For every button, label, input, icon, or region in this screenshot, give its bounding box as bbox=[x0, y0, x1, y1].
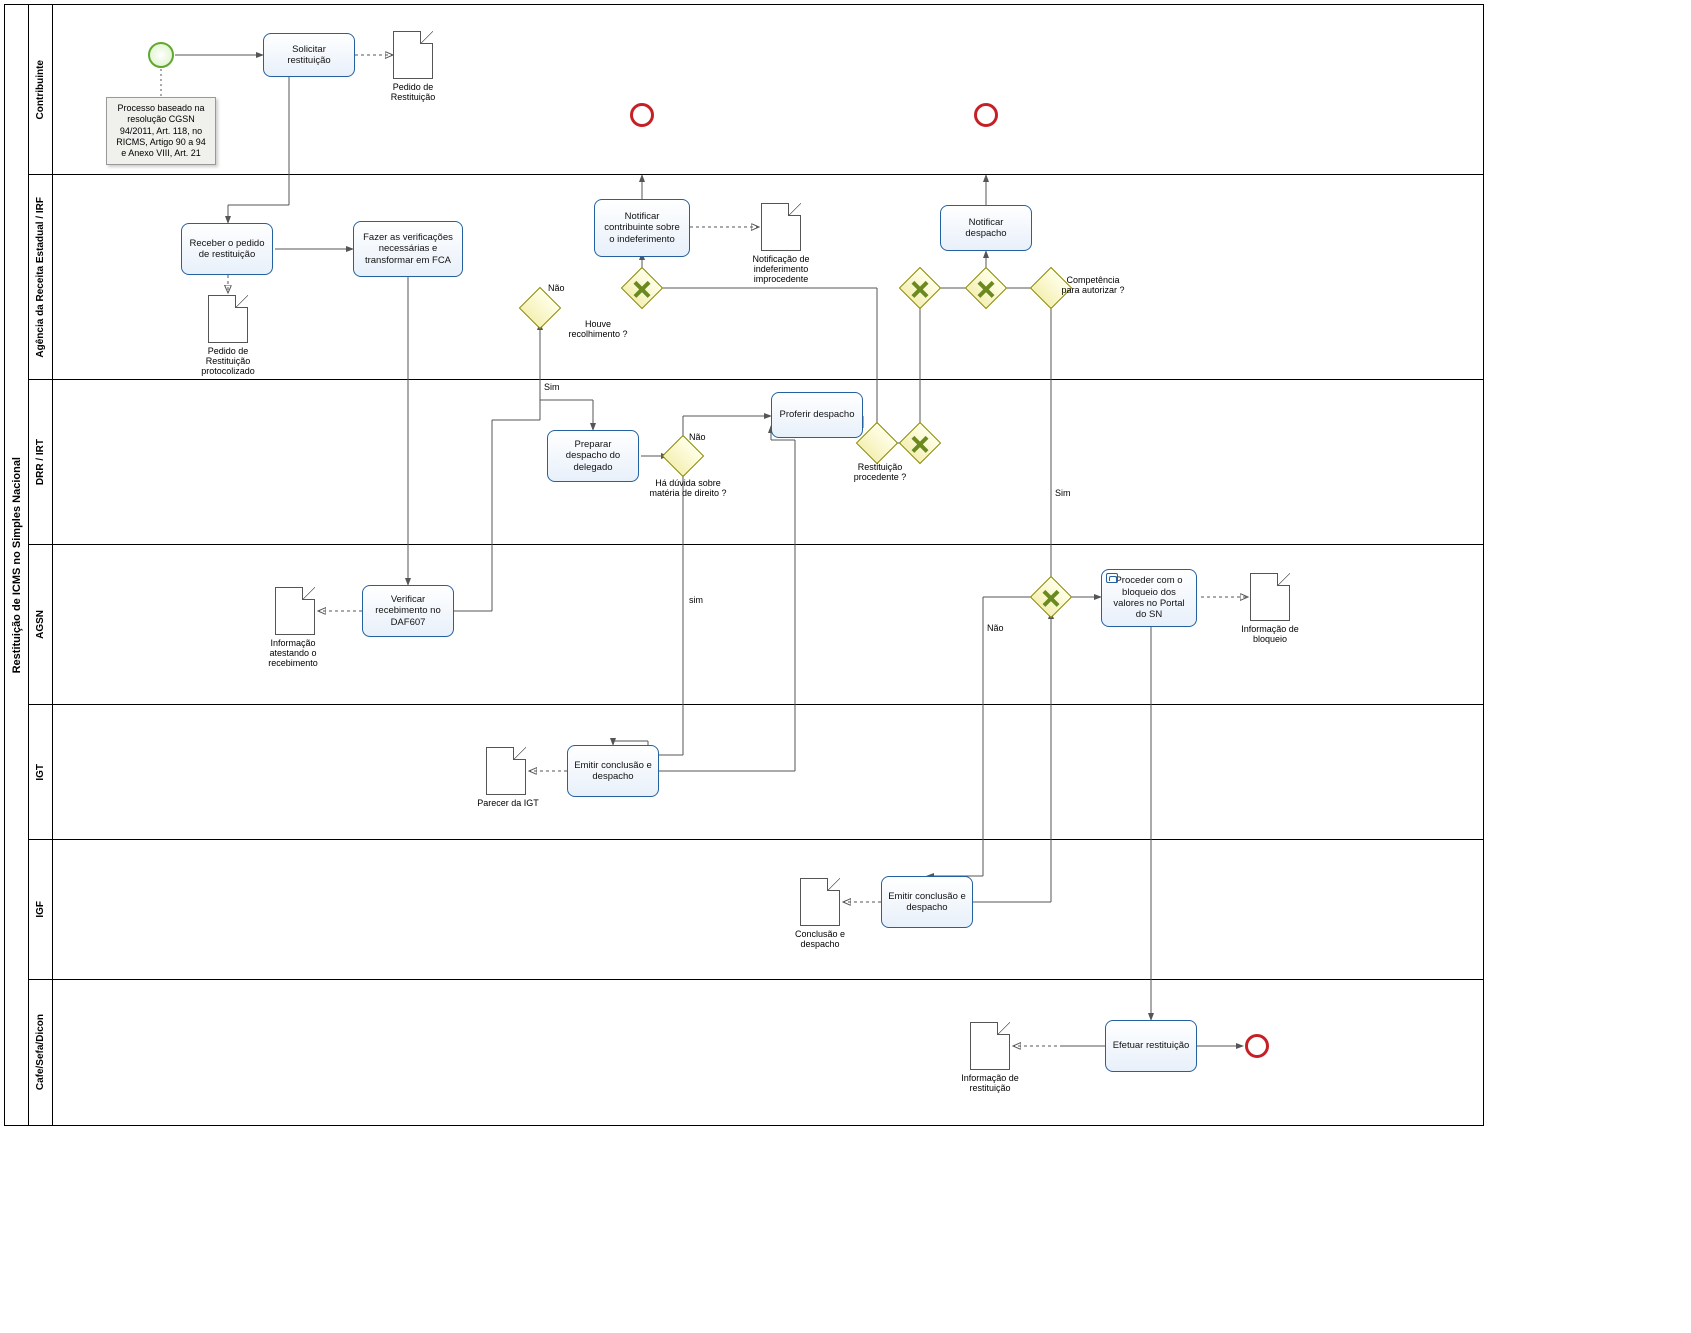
flows-svg bbox=[53, 380, 1485, 545]
task-emitir-igf: Emitir conclusão e despacho bbox=[881, 876, 973, 928]
lane-label: IGF bbox=[35, 901, 46, 918]
lane-body: Solicitar restituição Pedido de Restitui… bbox=[53, 5, 1483, 174]
task-emitir-igt: Emitir conclusão e despacho bbox=[567, 745, 659, 797]
task-label: Notificar despacho bbox=[947, 217, 1025, 240]
end-event-icon bbox=[974, 103, 998, 127]
lane-body: Verificar recebimento no DAF607 Informaç… bbox=[53, 545, 1483, 704]
task-efetuar: Efetuar restituição bbox=[1105, 1020, 1197, 1072]
gateway-parallel-icon bbox=[899, 422, 941, 464]
lane-drr: DRR / IRT bbox=[29, 380, 1483, 545]
end-event-icon bbox=[630, 103, 654, 127]
lanes: Contribuinte bbox=[29, 5, 1483, 1125]
text-annotation: Processo baseado na resolução CGSN 94/20… bbox=[106, 97, 216, 165]
document-label: Informação de bloqueio bbox=[1230, 625, 1310, 645]
lane-igf: IGF Emitir conclusão e despacho Conclusã bbox=[29, 840, 1483, 980]
task-verificacoes: Fazer as verificações necessárias e tran… bbox=[353, 221, 463, 277]
document-label: Notificação de indeferimento improcedent… bbox=[741, 255, 821, 285]
lane-label: Contribuinte bbox=[35, 60, 46, 119]
task-type-icon bbox=[1106, 573, 1118, 583]
edge-label: sim bbox=[689, 595, 703, 605]
document-label: Informação atestando o recebimento bbox=[253, 639, 333, 669]
task-label: Fazer as verificações necessárias e tran… bbox=[360, 232, 456, 266]
gateway-parallel-icon bbox=[621, 267, 663, 309]
task-label: Emitir conclusão e despacho bbox=[574, 760, 652, 783]
lane-label: Cafe/Sefa/Dicon bbox=[35, 1014, 46, 1090]
lane-title: IGF bbox=[29, 840, 53, 979]
lane-title: Contribuinte bbox=[29, 5, 53, 174]
edge-label: Houve recolhimento ? bbox=[563, 319, 633, 340]
task-proceder-bloqueio: Proceder com o bloqueio dos valores no P… bbox=[1101, 569, 1197, 627]
document-label: Pedido de Restituição protocolizado bbox=[188, 347, 268, 377]
task-label: Receber o pedido de restituição bbox=[188, 238, 266, 261]
lane-label: DRR / IRT bbox=[35, 439, 46, 485]
task-notificar-despacho: Notificar despacho bbox=[940, 205, 1032, 251]
lane-title: AGSN bbox=[29, 545, 53, 704]
lane-body: Emitir conclusão e despacho Conclusão e … bbox=[53, 840, 1483, 979]
document-icon bbox=[1250, 573, 1290, 621]
gateway-parallel-icon bbox=[899, 267, 941, 309]
task-label: Notificar contribuinte sobre o indeferim… bbox=[601, 211, 683, 245]
task-notificar-indef: Notificar contribuinte sobre o indeferim… bbox=[594, 199, 690, 257]
document-icon bbox=[486, 747, 526, 795]
edge-label: Não bbox=[689, 432, 706, 442]
lane-title: IGT bbox=[29, 705, 53, 839]
flows-svg bbox=[53, 705, 1485, 840]
pool: Restituição de ICMS no Simples Nacional … bbox=[4, 4, 1484, 1126]
edge-label: Competência para autorizar ? bbox=[1058, 275, 1128, 296]
end-event-icon bbox=[1245, 1034, 1269, 1058]
edge-label: Sim bbox=[1055, 488, 1071, 498]
flows-svg bbox=[53, 840, 1485, 980]
document-label: Informação de restituição bbox=[950, 1074, 1030, 1094]
edge-label: Restituição procedente ? bbox=[845, 462, 915, 483]
gateway-parallel-icon bbox=[965, 267, 1007, 309]
task-label: Proferir despacho bbox=[780, 409, 855, 420]
task-label: Proceder com o bloqueio dos valores no P… bbox=[1108, 575, 1190, 621]
lane-cafe: Cafe/Sefa/Dicon Efetuar restituição Info… bbox=[29, 980, 1483, 1125]
lane-agencia: Agência da Receita Estadual / IRF bbox=[29, 175, 1483, 380]
annotation-text: Processo baseado na resolução CGSN 94/20… bbox=[116, 103, 206, 158]
task-label: Solicitar restituição bbox=[270, 44, 348, 67]
task-receber: Receber o pedido de restituição bbox=[181, 223, 273, 275]
document-label: Conclusão e despacho bbox=[780, 930, 860, 950]
document-icon bbox=[761, 203, 801, 251]
task-proferir: Proferir despacho bbox=[771, 392, 863, 438]
document-icon bbox=[208, 295, 248, 343]
task-preparar: Preparar despacho do delegado bbox=[547, 430, 639, 482]
lane-title: Cafe/Sefa/Dicon bbox=[29, 980, 53, 1125]
gateway-parallel-icon bbox=[1030, 576, 1072, 618]
lane-label: Agência da Receita Estadual / IRF bbox=[35, 197, 46, 358]
lane-body: Sim Preparar despacho do delegado Não Há… bbox=[53, 380, 1483, 544]
lane-label: AGSN bbox=[35, 610, 46, 639]
lane-agsn: AGSN bbox=[29, 545, 1483, 705]
task-label: Emitir conclusão e despacho bbox=[888, 891, 966, 914]
edge-label: Há dúvida sobre matéria de direito ? bbox=[647, 478, 729, 499]
lane-title: DRR / IRT bbox=[29, 380, 53, 544]
document-label: Pedido de Restituição bbox=[373, 83, 453, 103]
edge-label: Não bbox=[548, 283, 565, 293]
flows-svg bbox=[53, 980, 1485, 1125]
document-icon bbox=[800, 878, 840, 926]
edge-label: Sim bbox=[544, 382, 560, 392]
lane-label: IGT bbox=[35, 764, 46, 781]
document-icon bbox=[275, 587, 315, 635]
lane-body: Emitir conclusão e despacho Parecer da I… bbox=[53, 705, 1483, 839]
task-label: Preparar despacho do delegado bbox=[554, 439, 632, 473]
lane-igt: IGT Emitir co bbox=[29, 705, 1483, 840]
pool-title-label: Restituição de ICMS no Simples Nacional bbox=[11, 457, 23, 673]
edge-label: Não bbox=[987, 623, 1004, 633]
lane-body: Receber o pedido de restituição Fazer as… bbox=[53, 175, 1483, 379]
task-label: Efetuar restituição bbox=[1113, 1040, 1190, 1051]
document-label: Parecer da IGT bbox=[468, 799, 548, 809]
task-solicitar: Solicitar restituição bbox=[263, 33, 355, 77]
task-verificar-recebimento: Verificar recebimento no DAF607 bbox=[362, 585, 454, 637]
pool-title: Restituição de ICMS no Simples Nacional bbox=[5, 5, 29, 1125]
lane-title: Agência da Receita Estadual / IRF bbox=[29, 175, 53, 379]
task-label: Verificar recebimento no DAF607 bbox=[369, 594, 447, 628]
flows-svg bbox=[53, 5, 1485, 175]
document-icon bbox=[393, 31, 433, 79]
document-icon bbox=[970, 1022, 1010, 1070]
lane-body: Efetuar restituição Informação de restit… bbox=[53, 980, 1483, 1125]
lane-contribuinte: Contribuinte bbox=[29, 5, 1483, 175]
start-event-icon bbox=[148, 42, 174, 68]
